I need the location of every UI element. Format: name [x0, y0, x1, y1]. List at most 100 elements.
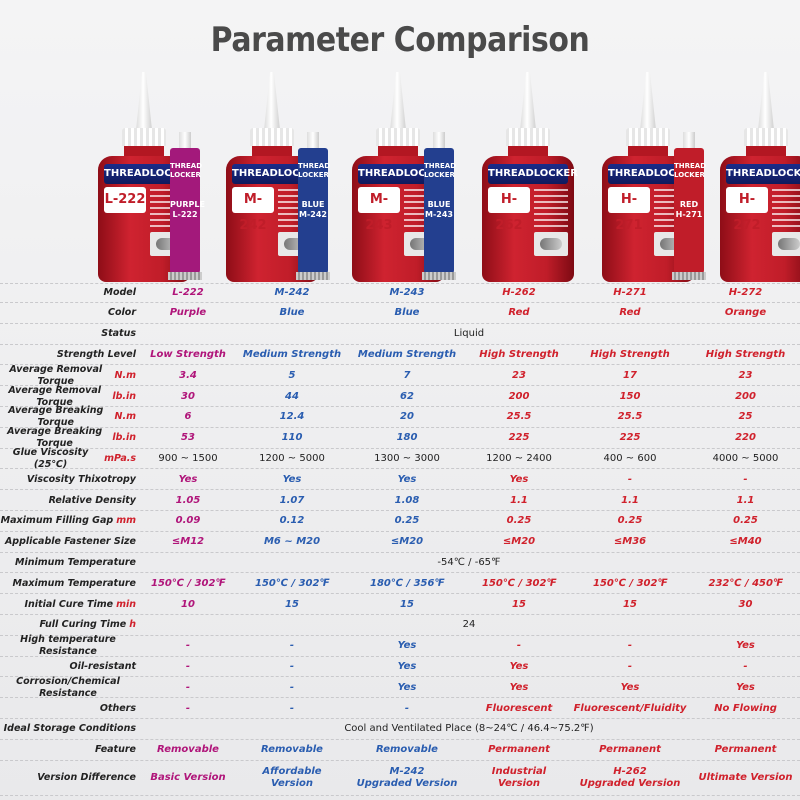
- table-cell: -: [289, 702, 295, 714]
- table-cell: 20: [400, 411, 414, 423]
- bottle-model-label: H-262: [488, 187, 530, 233]
- table-cell: Removable: [157, 744, 219, 756]
- tube: THREAD LOCKER BLUE M-242: [296, 132, 330, 280]
- table-cell: 15: [512, 598, 526, 610]
- tube-brand: THREAD LOCKER: [674, 162, 707, 179]
- row-label: Maximum Filling Gap: [0, 515, 114, 527]
- table-cell: Removable: [376, 744, 438, 756]
- table-cell: 15: [400, 598, 414, 610]
- product-images: THREADLOCKER L-222 THREAD LOCKER PURPLE L-2…: [0, 70, 800, 285]
- table-cell: Permanent: [599, 744, 661, 756]
- table-cell: Yes: [736, 640, 755, 652]
- table-cell: 0.09: [175, 515, 201, 527]
- row-header: Initial Cure Time min: [0, 595, 138, 614]
- page-title: Parameter Comparison: [210, 20, 590, 60]
- row-unit: min: [116, 598, 136, 610]
- bottle-neck: [252, 146, 292, 158]
- table-cell: Blue: [279, 307, 305, 319]
- table-cell: -: [185, 660, 191, 672]
- row-header: Viscosity Thixotropy: [0, 470, 138, 489]
- table-cell: Yes: [282, 473, 302, 485]
- row-label: Relative Density: [48, 494, 136, 506]
- row-label: Minimum Temperature: [15, 556, 136, 568]
- nozzle: [758, 72, 774, 130]
- tube-name: RED H-271: [675, 200, 703, 219]
- bottle-model-label: M-243: [358, 187, 400, 233]
- table-cell: Yes: [178, 473, 198, 485]
- row-header: Applicable Fastener Size: [0, 533, 138, 552]
- table-cell: -: [185, 640, 191, 652]
- row-label: Full Curing Time: [39, 619, 127, 631]
- bottle-model-label: M-242: [232, 187, 274, 233]
- row-model: Model L-222 M-242 M-243 H-262 H-271 H-272: [0, 283, 800, 303]
- bottle-neck: [378, 146, 418, 158]
- row-label: Maximum Temperature: [12, 577, 137, 589]
- table-cell: Yes: [509, 681, 529, 693]
- table-cell: 25.5: [506, 411, 532, 423]
- table-cell: H-271: [613, 286, 647, 298]
- row-max-filling-gap: Maximum Filling Gap mm 0.09 0.12 0.25 0.25 0.2…: [0, 512, 800, 532]
- table-cell: 6: [184, 411, 192, 423]
- row-label: Oil-resistant: [69, 660, 136, 672]
- bottle: THREADLOCKER H-262: [482, 156, 578, 282]
- row-header: Version Difference: [0, 761, 138, 795]
- table-cell: Yes: [397, 640, 417, 652]
- row-label: Ideal Storage Conditions: [3, 723, 136, 735]
- bottle-cap: [506, 128, 550, 146]
- table-cell: 62: [400, 390, 414, 402]
- table-cell: Yes: [736, 681, 755, 693]
- row-relative-density: Relative Density 1.05 1.07 1.08 1.1 1.1 1.1: [0, 491, 800, 511]
- table-cell: 0.25: [733, 515, 758, 527]
- nozzle: [520, 72, 536, 130]
- row-label: Status: [101, 328, 136, 340]
- table-cell: 150℃ / 302℉: [482, 577, 556, 589]
- table-cell: 180: [396, 432, 418, 444]
- tube: THREAD LOCKER PURPLE L-222: [168, 132, 205, 280]
- table-cell: 1.07: [279, 494, 305, 506]
- table-cell: High Strength: [705, 348, 786, 360]
- row-header: Full Curing Time h: [0, 616, 138, 635]
- table-cell: -: [743, 660, 748, 672]
- bottle-neck: [508, 146, 548, 158]
- brand-label: THREADLOCKER: [358, 164, 448, 184]
- tube: THREAD LOCKER BLUE M-243: [422, 132, 456, 280]
- table-cell: Medium Strength: [242, 348, 342, 360]
- tube-name: BLUE M-242: [299, 200, 327, 219]
- row-unit: h: [129, 619, 136, 631]
- bottle-cap: [122, 128, 166, 146]
- row-header: Minimum Temperature: [0, 553, 138, 572]
- brand-label: THREADLOCKER: [232, 164, 322, 184]
- row-label: Average Breaking Torque: [7, 426, 103, 450]
- bolt-picture: [772, 232, 800, 256]
- row-unit: N.m: [114, 369, 136, 381]
- table-cell: H-272: [728, 286, 763, 298]
- row-label: Applicable Fastener Size: [4, 536, 136, 548]
- table-cell: 44: [285, 390, 299, 402]
- table-cell: -: [627, 660, 633, 672]
- table-cell: High Strength: [479, 348, 559, 360]
- row-unit: lb.in: [112, 390, 136, 402]
- table-cell: M-243: [389, 286, 425, 298]
- table-cell: Yes: [509, 473, 529, 485]
- row-header: Status: [0, 325, 138, 344]
- row-removal-torque-nm: Average Removal Torque N.m 3.4 5 7 23 17 23: [0, 363, 800, 387]
- bottle-cap: [250, 128, 294, 146]
- table-cell: H-262: [502, 286, 536, 298]
- table-cell: 1.1: [510, 494, 528, 506]
- table-cell: 12.4: [279, 411, 305, 423]
- row-header: Relative Density: [0, 491, 138, 510]
- table-cell: 53: [181, 432, 195, 444]
- row-header: Maximum Temperature: [0, 574, 138, 593]
- table-cell: Blue: [394, 307, 420, 319]
- row-label: Average Removal Torque: [9, 363, 103, 387]
- row-label: Initial Cure Time: [24, 598, 114, 610]
- table-cell: ≤M20: [502, 536, 536, 548]
- table-cell: 10: [181, 598, 195, 610]
- row-status: Status Liquid: [0, 325, 800, 345]
- row-header: Feature: [0, 741, 138, 760]
- row-label: Average Breaking Torque: [8, 405, 104, 429]
- table-cell: 1.1: [736, 494, 755, 506]
- row-label: Version Difference: [37, 772, 136, 784]
- tube-cap: [433, 132, 445, 150]
- product-h-271: THREADLOCKER H-271 THREAD LOCKER RED H-271: [602, 70, 712, 285]
